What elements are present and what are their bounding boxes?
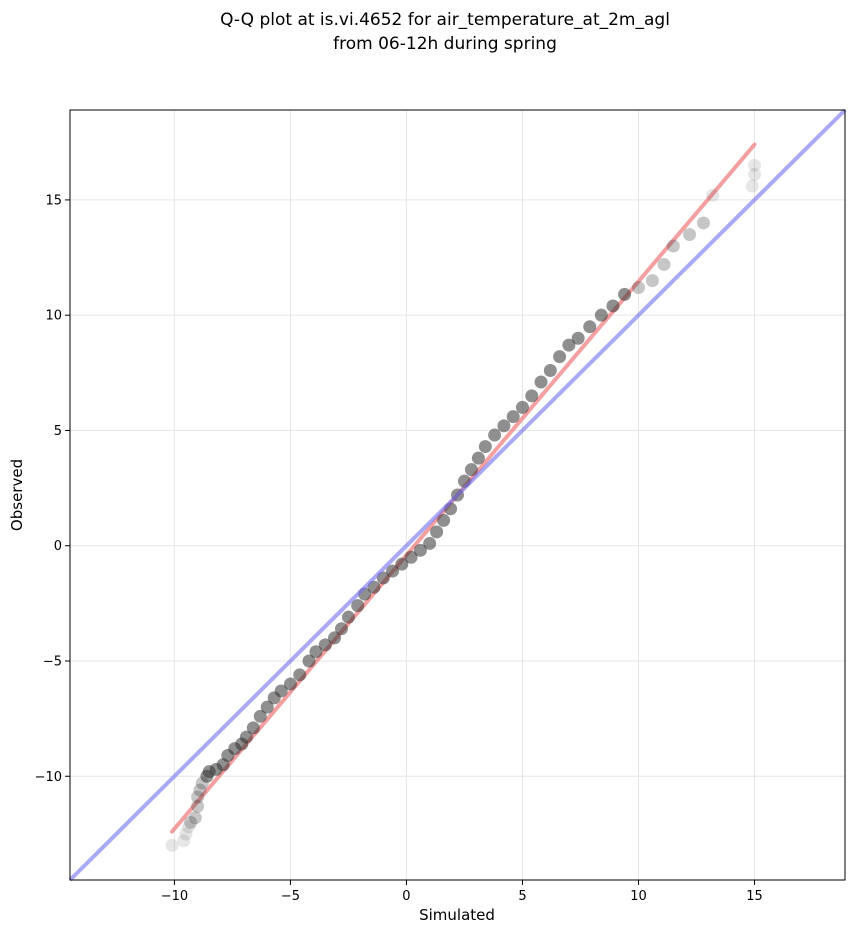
data-point [395,557,409,571]
points-layer [165,158,762,852]
data-point [177,834,191,848]
x-tick-label: −5 [281,889,300,904]
data-point [193,783,207,797]
data-point [645,274,659,288]
data-point [246,721,260,735]
data-point [745,179,759,193]
data-point [657,257,671,271]
y-tick-label: 5 [54,424,62,439]
data-point [571,331,585,345]
data-point [488,428,502,442]
data-point [191,799,205,813]
data-point [696,216,710,230]
data-point [437,513,451,527]
y-tick-label: −10 [35,770,62,785]
data-point [666,239,680,253]
y-tick-label: 15 [45,193,62,208]
data-point [748,158,762,172]
data-point [184,815,198,829]
data-point [562,338,576,352]
x-axis-label: Simulated [419,906,495,924]
data-point [283,677,297,691]
data-point [386,564,400,578]
data-point [583,320,597,334]
data-point [553,350,567,364]
chart-title-line-1: Q-Q plot at is.vi.4652 for air_temperatu… [220,10,670,30]
data-point [525,389,539,403]
x-tick-label: 10 [630,889,647,904]
data-point [497,419,511,433]
data-point [302,654,316,668]
data-point [606,299,620,313]
data-point [318,638,332,652]
data-point [594,308,608,322]
data-point [515,400,529,414]
identity-line-layer [68,108,847,882]
data-point [274,684,288,698]
data-point [239,730,253,744]
data-point [506,410,520,424]
data-point [683,227,697,241]
data-point [413,543,427,557]
data-point [706,188,720,202]
chart-title-line-2: from 06-12h during spring [333,34,557,54]
data-point [478,440,492,454]
y-tick-label: 0 [54,539,62,554]
data-point [260,700,274,714]
grid [70,110,845,880]
x-axis-ticks: −10 −5 0 5 10 15 [161,880,763,904]
data-point [293,668,307,682]
x-tick-label: −10 [161,889,188,904]
y-tick-label: 10 [45,309,62,324]
plot-frame [69,109,846,881]
data-point [334,622,348,636]
data-point [179,827,193,841]
data-point [328,631,342,645]
data-point [631,281,645,295]
identity-line [68,108,847,882]
y-axis-label: Observed [8,459,26,531]
y-tick-label: −5 [43,654,62,669]
x-tick-label: 15 [746,889,763,904]
data-point [341,610,355,624]
data-point [423,536,437,550]
data-point [430,525,444,539]
data-point [165,838,179,852]
data-point [188,811,202,825]
data-point [309,645,323,659]
y-axis-ticks: −10 −5 0 5 10 15 [35,193,70,785]
data-point [181,820,195,834]
data-point [253,709,267,723]
data-point [748,168,762,182]
data-point [618,287,632,301]
x-tick-label: 0 [402,889,410,904]
data-point [534,375,548,389]
data-point [471,451,485,465]
data-point [464,463,478,477]
data-point [404,550,418,564]
data-point [191,790,205,804]
x-tick-label: 5 [518,889,526,904]
data-point [543,364,557,378]
data-point [351,599,365,613]
